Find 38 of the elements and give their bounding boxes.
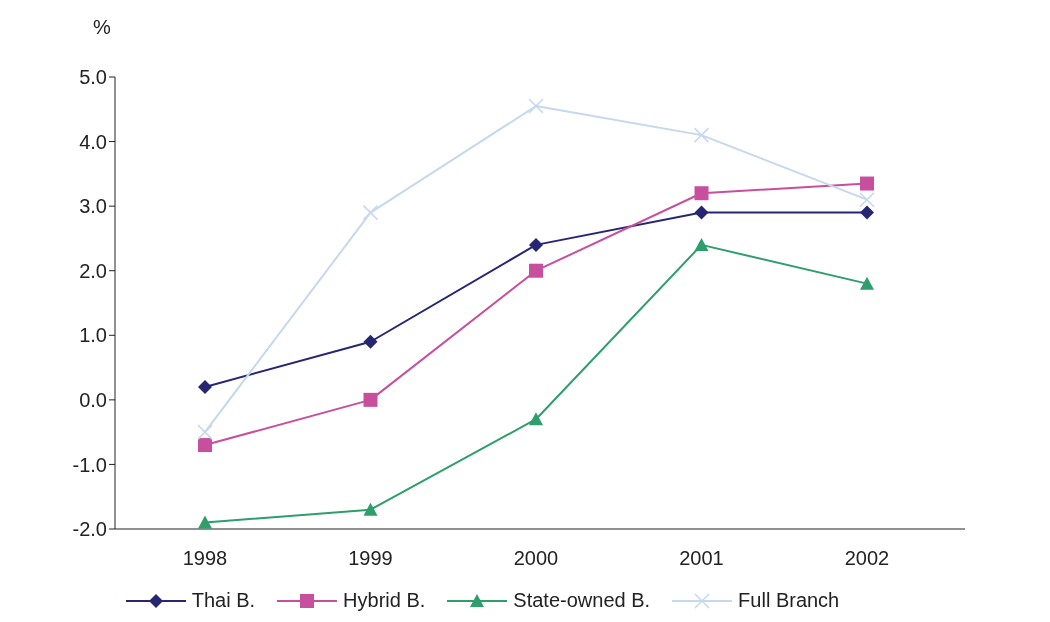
point — [694, 186, 709, 201]
x-tick-label: 2000 — [513, 547, 559, 570]
point — [363, 502, 378, 516]
point — [198, 438, 212, 453]
x-tick-label: 1998 — [182, 547, 228, 570]
point — [197, 424, 213, 440]
point — [529, 237, 543, 252]
point — [859, 191, 875, 208]
y-tick-label: -2.0 — [72, 518, 107, 541]
y-tick-label: 5.0 — [79, 66, 107, 89]
point — [860, 276, 874, 290]
point — [529, 412, 543, 426]
y-tick-label: 2.0 — [79, 259, 107, 282]
point — [860, 205, 874, 220]
y-tick-label: 4.0 — [79, 130, 107, 153]
y-axis-title: % — [93, 16, 111, 39]
point — [363, 392, 378, 407]
x-tick-label: 1999 — [348, 547, 393, 570]
point — [694, 205, 709, 220]
point — [198, 515, 212, 529]
legend-label: Full Branch — [738, 589, 840, 612]
point — [694, 237, 709, 251]
legend-label: State-owned B. — [513, 589, 651, 612]
y-tick-label: -1.0 — [72, 453, 107, 476]
point — [860, 176, 874, 191]
point — [529, 263, 543, 278]
y-tick-label: 3.0 — [79, 195, 107, 218]
y-tick-label: 0.0 — [79, 388, 107, 411]
x-tick-label: 2002 — [844, 547, 890, 570]
y-tick-label: 1.0 — [79, 324, 107, 347]
point — [528, 98, 544, 114]
legend-label: Thai B. — [191, 589, 256, 612]
x-tick-label: 2001 — [679, 547, 724, 570]
point — [693, 127, 710, 143]
legend-label: Hybrid B. — [343, 589, 426, 612]
point — [362, 204, 379, 221]
point — [198, 379, 212, 394]
point — [363, 334, 378, 349]
